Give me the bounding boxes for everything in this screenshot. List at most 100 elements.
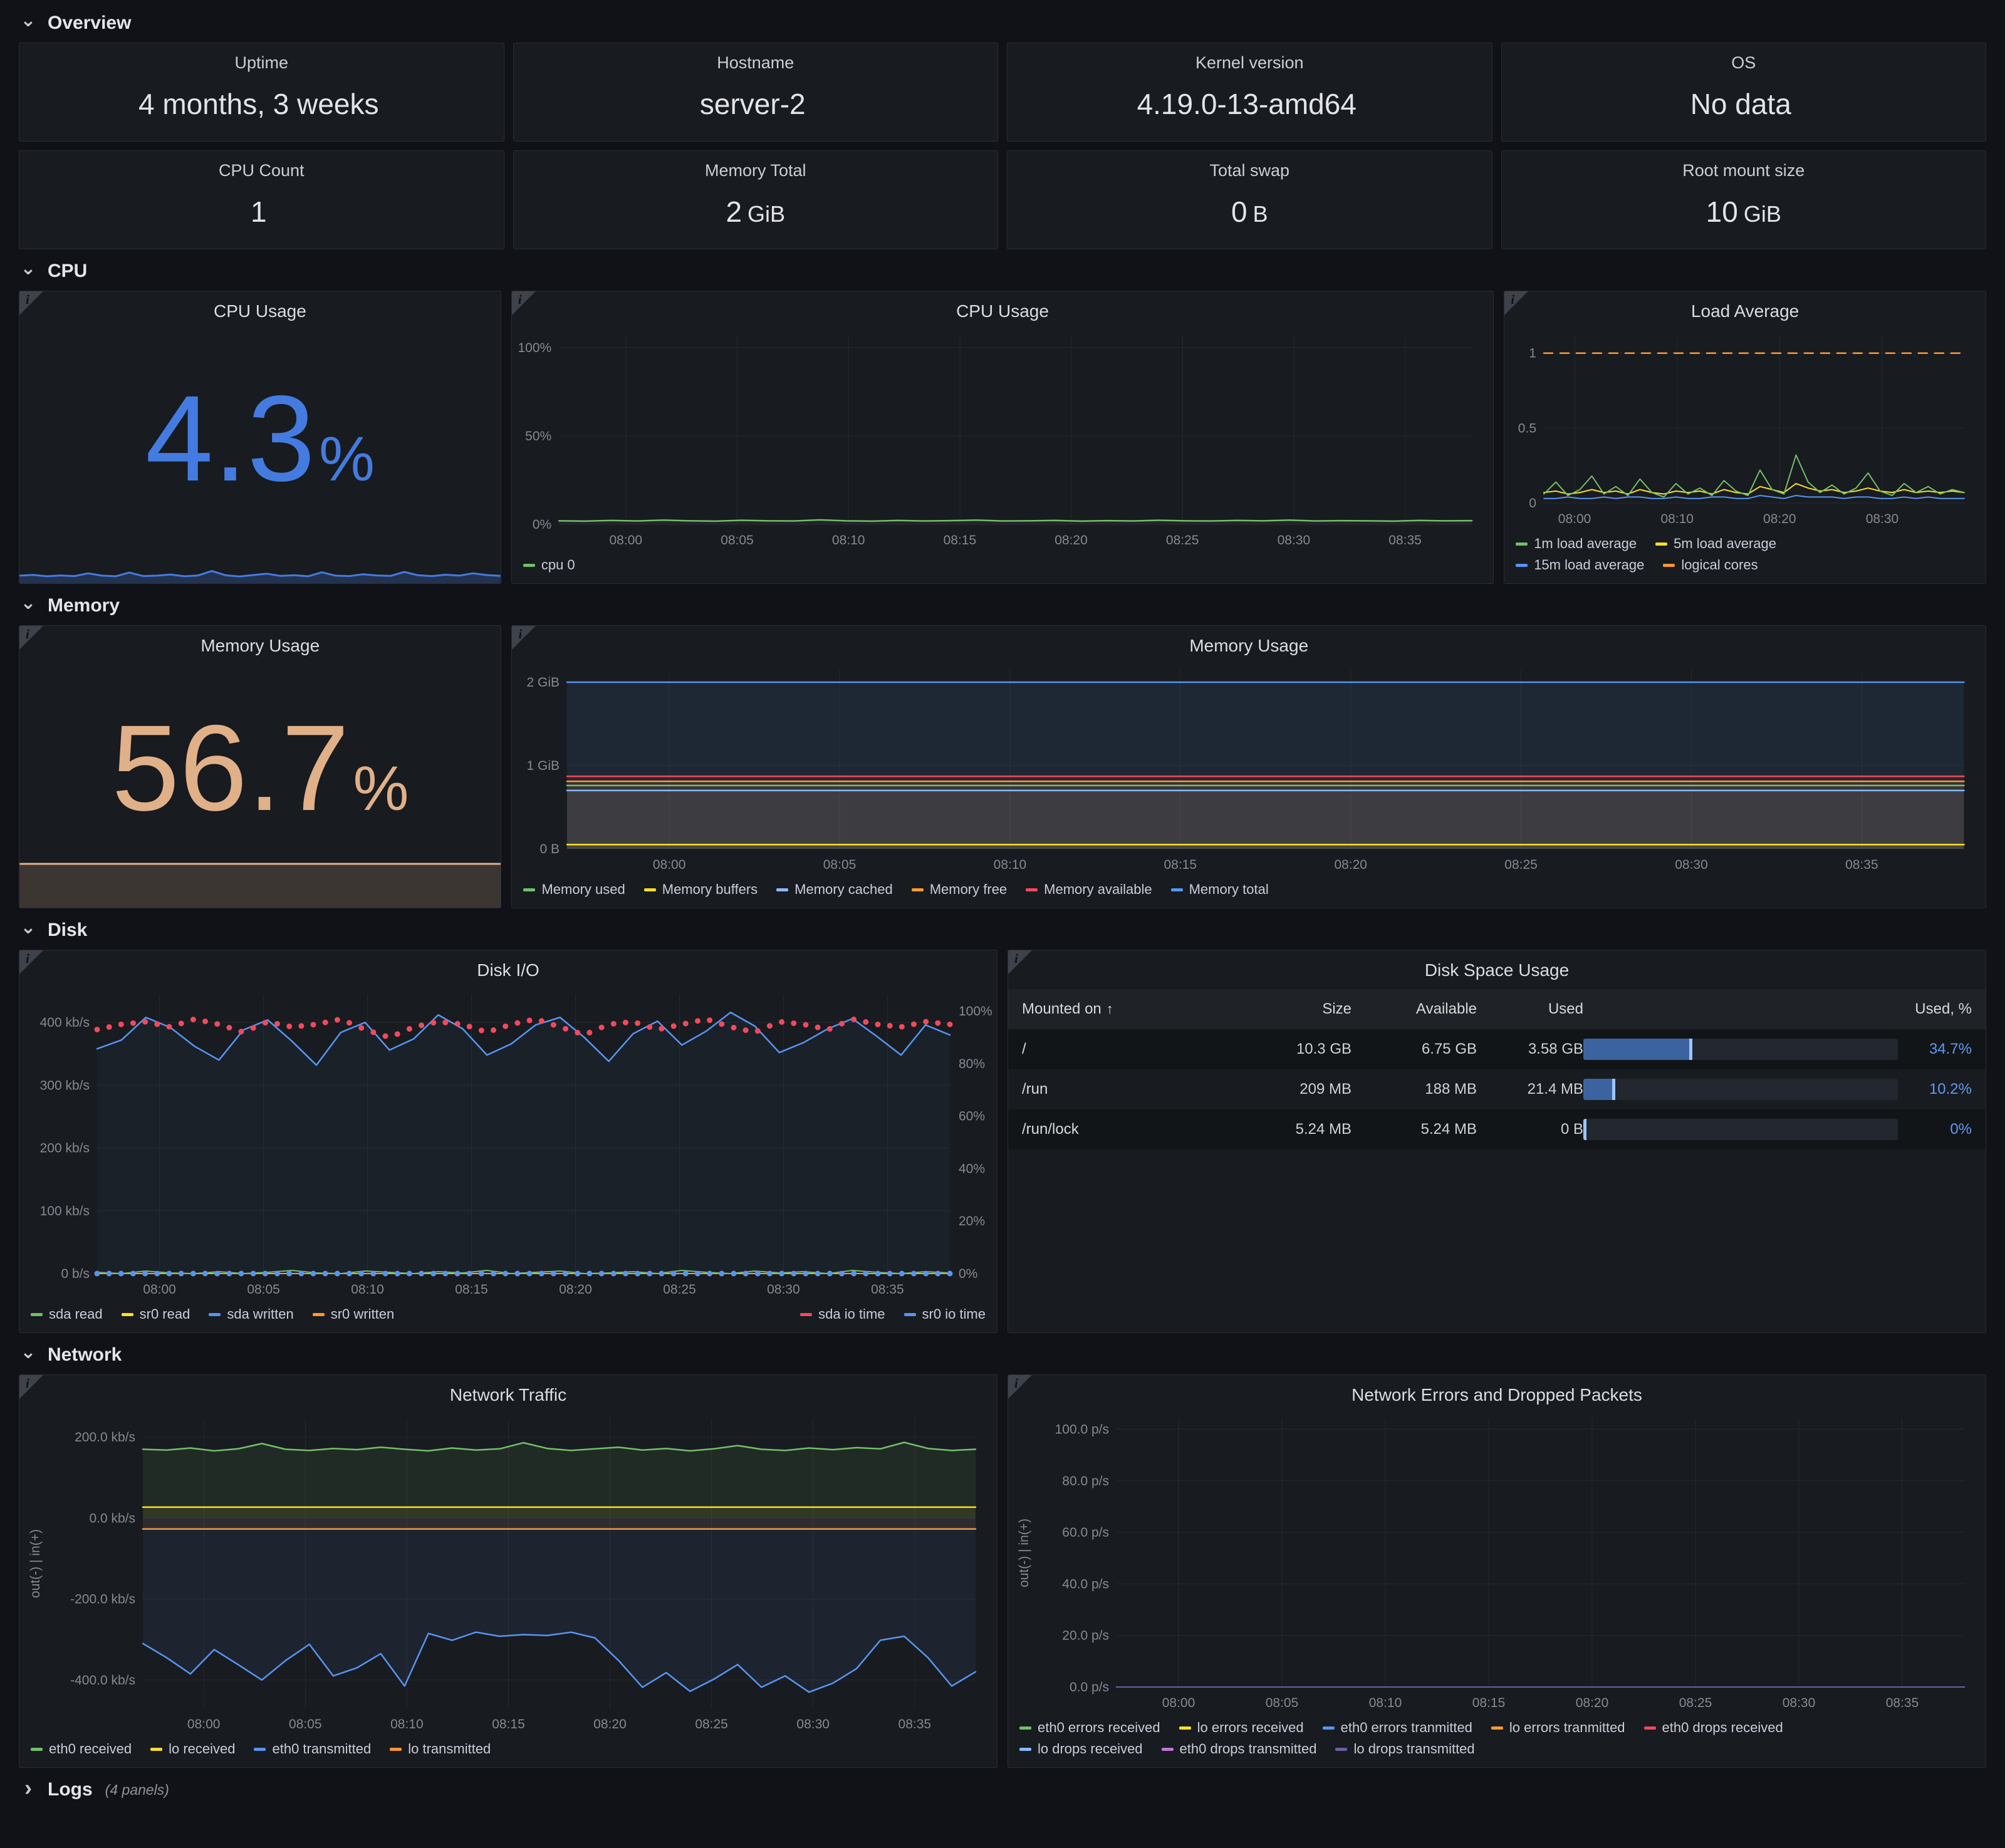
table-row[interactable]: / 10.3 GB 6.75 GB 3.58 GB 34.7%	[1008, 1029, 1986, 1069]
panel-info-icon[interactable]: i	[1008, 950, 1032, 974]
chart-legend: 1m load average 5m load average 15m load a…	[1504, 531, 1986, 583]
panel-title[interactable]: Disk I/O	[477, 960, 539, 980]
legend-item[interactable]: lo received	[150, 1741, 235, 1757]
legend-item[interactable]: Memory total	[1170, 881, 1269, 898]
svg-text:08:00: 08:00	[1162, 1696, 1195, 1710]
section-overview[interactable]: ⌄ Overview	[19, 9, 1986, 38]
legend-item[interactable]: eth0 drops received	[1643, 1720, 1783, 1736]
legend-item[interactable]: sda io time	[800, 1306, 885, 1322]
legend-item[interactable]: logical cores	[1663, 557, 1758, 573]
cpu-usage-chart[interactable]: 0% 50% 100% 08:00 08:05 08:10 08:15 08:20 08:25 0…	[516, 325, 1488, 552]
network-errors-chart[interactable]: 0.0 p/s 20.0 p/s 40.0 p/s 60.0 p/s 80.0 p/s 1…	[1012, 1409, 1981, 1715]
panel-title[interactable]: CPU Count	[218, 161, 305, 180]
disk-space-table: Mounted on ↑ Size Available Used Used, %…	[1008, 989, 1986, 1332]
section-cpu[interactable]: ⌄ CPU	[19, 257, 1986, 286]
section-panel-count: (4 panels)	[105, 1781, 169, 1798]
memory-usage-chart[interactable]: 0 B 1 GiB 2 GiB 08:00 08:05 08:10 08:15 08:20 08…	[516, 660, 1981, 876]
legend-item[interactable]: lo drops received	[1019, 1741, 1143, 1757]
chevron-right-icon: ›	[24, 1775, 32, 1800]
legend-item[interactable]: lo errors tranmitted	[1491, 1720, 1625, 1736]
legend-item[interactable]: Memory used	[523, 881, 625, 898]
svg-text:40.0 p/s: 40.0 p/s	[1062, 1577, 1109, 1591]
panel-info-icon[interactable]: i	[1504, 291, 1529, 315]
panel-title[interactable]: Load Average	[1690, 301, 1799, 321]
panel-title[interactable]: CPU Usage	[213, 301, 306, 321]
legend-item[interactable]: eth0 errors tranmitted	[1322, 1720, 1472, 1736]
svg-text:0 B: 0 B	[540, 842, 560, 856]
table-row[interactable]: /run/lock 5.24 MB 5.24 MB 0 B 0%	[1008, 1109, 1986, 1150]
column-header-available[interactable]: Available	[1416, 1000, 1477, 1017]
panel-title[interactable]: Root mount size	[1682, 161, 1805, 180]
legend-item[interactable]: sda read	[31, 1306, 103, 1322]
panel-title[interactable]: Total swap	[1209, 161, 1290, 180]
panel-title[interactable]: Network Traffic	[449, 1385, 567, 1404]
legend-swatch	[312, 1312, 325, 1316]
panel-info-icon[interactable]: i	[1008, 1375, 1032, 1399]
disk-io-chart[interactable]: 0 b/s 100 kb/s 200 kb/s 300 kb/s 400 kb/s 08:…	[23, 984, 992, 1301]
legend-item[interactable]: lo errors received	[1179, 1720, 1304, 1736]
panel-title[interactable]: Memory Total	[704, 161, 806, 180]
svg-text:08:15: 08:15	[1472, 1696, 1506, 1710]
svg-text:out(-) | in(+): out(-) | in(+)	[28, 1529, 43, 1598]
section-disk[interactable]: ⌄ Disk	[19, 916, 1986, 945]
panel-info-icon[interactable]: i	[512, 626, 536, 650]
section-network[interactable]: ⌄ Network	[19, 1341, 1986, 1369]
legend-item[interactable]: lo drops transmitted	[1335, 1741, 1475, 1757]
legend-item[interactable]: sr0 written	[312, 1306, 394, 1322]
section-memory[interactable]: ⌄ Memory	[19, 591, 1986, 620]
legend-item[interactable]: sda written	[209, 1306, 294, 1322]
cpu-usage-stat-panel: i CPU Usage 4.3%	[19, 291, 501, 584]
cpu-usage-chart-panel: i CPU Usage 0% 50% 100% 08:00 08:05 08:10 08:1…	[511, 291, 1494, 584]
chevron-down-icon: ⌄	[20, 9, 36, 31]
legend-swatch	[776, 888, 789, 891]
panel-title[interactable]: Uptime	[234, 53, 289, 72]
legend-item[interactable]: 1m load average	[1516, 536, 1637, 552]
panel-title[interactable]: Memory Usage	[200, 636, 320, 655]
legend-item[interactable]: Memory buffers	[643, 881, 758, 898]
legend-swatch	[904, 1312, 916, 1316]
gauge-fill	[1583, 1119, 1586, 1140]
column-header-used[interactable]: Used	[1548, 1000, 1583, 1017]
panel-title[interactable]: OS	[1731, 53, 1756, 72]
legend-item[interactable]: 5m load average	[1655, 536, 1776, 552]
legend-item[interactable]: eth0 received	[31, 1741, 132, 1757]
legend-item[interactable]: Memory cached	[776, 881, 893, 898]
panel-info-icon[interactable]: i	[511, 291, 536, 315]
panel-title[interactable]: Network Errors and Dropped Packets	[1351, 1385, 1642, 1404]
legend-item[interactable]: 15m load average	[1516, 557, 1644, 573]
column-header-mounted-on[interactable]: Mounted on ↑	[1022, 1000, 1113, 1017]
svg-text:0%: 0%	[959, 1267, 977, 1281]
panel-info-icon[interactable]: i	[19, 950, 43, 974]
svg-text:08:00: 08:00	[143, 1282, 176, 1297]
legend-item[interactable]: cpu 0	[523, 557, 575, 573]
table-row[interactable]: /run 209 MB 188 MB 21.4 MB 10.2%	[1008, 1069, 1986, 1109]
panel-info-icon[interactable]: i	[19, 626, 43, 650]
load-average-chart[interactable]: 0 0.5 1 08:00 08:10 08:20 08:30	[1508, 325, 1981, 531]
legend-item[interactable]: eth0 errors received	[1019, 1720, 1160, 1736]
column-header-used-pct[interactable]: Used, %	[1915, 1000, 1972, 1017]
panel-title[interactable]: CPU Usage	[956, 301, 1049, 321]
panel-title[interactable]: Disk Space Usage	[1424, 960, 1570, 980]
legend-item[interactable]: eth0 transmitted	[254, 1741, 371, 1757]
legend-item[interactable]: lo transmitted	[390, 1741, 491, 1757]
svg-text:08:20: 08:20	[1335, 858, 1368, 872]
legend-item[interactable]: sr0 read	[121, 1306, 190, 1322]
stat-panel-hostname: Hostname server-2	[513, 43, 998, 142]
panel-title[interactable]: Memory Usage	[1189, 636, 1309, 655]
legend-item[interactable]: sr0 io time	[904, 1306, 986, 1322]
legend-item[interactable]: Memory available	[1026, 881, 1152, 898]
svg-text:08:10: 08:10	[994, 858, 1027, 872]
svg-text:1 GiB: 1 GiB	[527, 759, 560, 773]
svg-text:200.0 kb/s: 200.0 kb/s	[75, 1430, 135, 1445]
legend-item[interactable]: Memory free	[911, 881, 1007, 898]
panel-title[interactable]: Kernel version	[1195, 53, 1304, 72]
mount-cell: /	[1022, 1041, 1026, 1057]
network-traffic-chart[interactable]: 200.0 kb/s 0.0 kb/s -200.0 kb/s -400.0 kb/s…	[23, 1409, 992, 1736]
panel-title[interactable]: Hostname	[717, 53, 794, 72]
svg-text:100.0 p/s: 100.0 p/s	[1055, 1423, 1109, 1437]
section-logs[interactable]: › Logs (4 panels)	[19, 1775, 1986, 1804]
panel-info-icon[interactable]: i	[19, 1375, 43, 1399]
legend-item[interactable]: eth0 drops transmitted	[1161, 1741, 1316, 1757]
column-header-size[interactable]: Size	[1322, 1000, 1351, 1017]
panel-info-icon[interactable]: i	[19, 291, 43, 315]
